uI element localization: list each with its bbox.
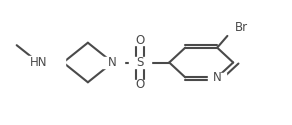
Bar xyxy=(131,36,150,45)
Bar xyxy=(12,56,65,69)
Bar xyxy=(102,57,124,68)
Text: N: N xyxy=(213,71,222,84)
Text: Br: Br xyxy=(235,21,248,34)
Text: N: N xyxy=(108,56,117,69)
Text: O: O xyxy=(135,34,145,47)
Text: O: O xyxy=(135,78,145,91)
Text: HN: HN xyxy=(30,56,47,69)
Bar xyxy=(129,57,151,68)
Bar xyxy=(208,73,227,82)
Bar xyxy=(131,80,150,89)
Text: S: S xyxy=(136,56,144,69)
